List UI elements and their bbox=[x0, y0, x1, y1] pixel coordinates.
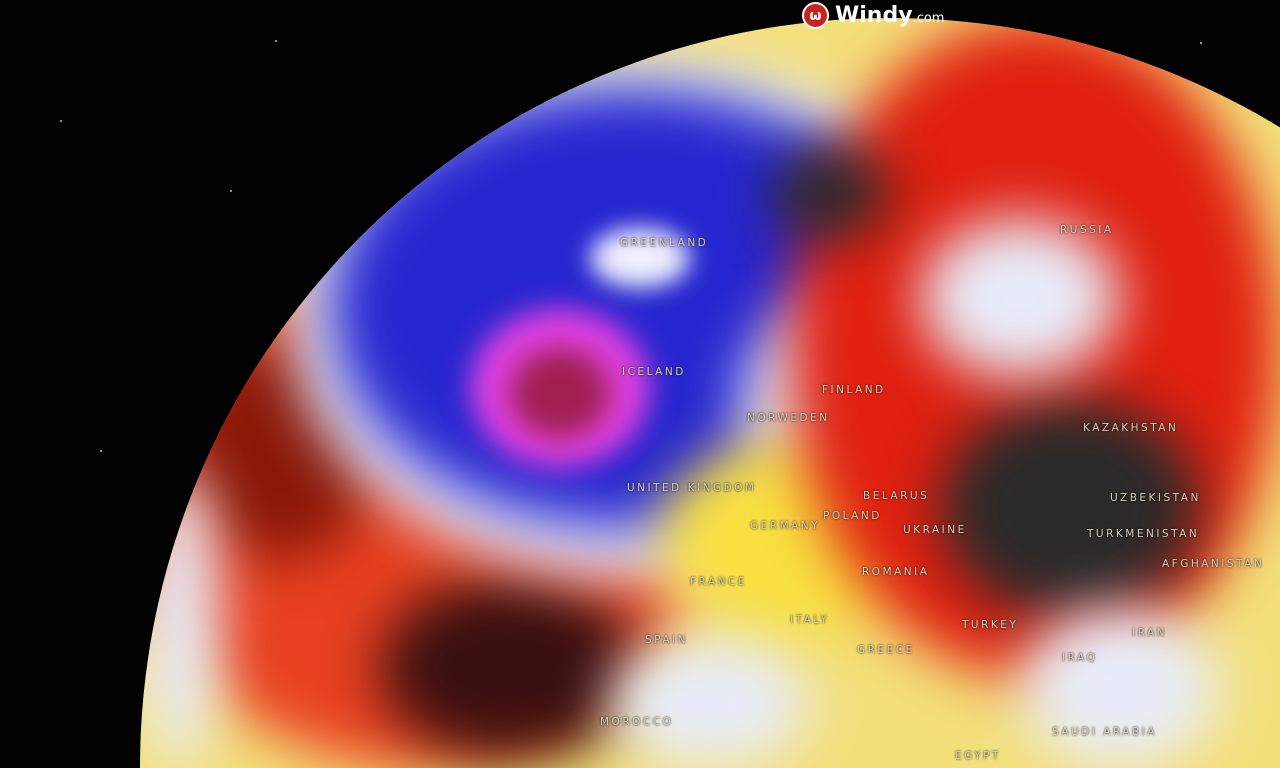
map-label: POLAND bbox=[823, 510, 882, 522]
map-label: BELARUS bbox=[863, 490, 930, 502]
windy-logo[interactable]: ω Windy.com bbox=[802, 2, 944, 29]
greenland-ice bbox=[590, 228, 690, 288]
map-label: TURKEY bbox=[962, 619, 1019, 631]
map-label: ROMANIA bbox=[862, 566, 930, 578]
weather-globe-map[interactable] bbox=[140, 18, 1280, 768]
neutral-region bbox=[920, 218, 1120, 378]
map-label: IRAN bbox=[1132, 627, 1168, 639]
very-hot-region bbox=[770, 148, 890, 238]
star bbox=[230, 190, 232, 192]
neutral-region bbox=[1020, 608, 1220, 768]
map-label: GERMANY bbox=[750, 520, 821, 532]
brand-name: Windy bbox=[835, 3, 913, 28]
star bbox=[100, 450, 102, 452]
star bbox=[275, 40, 277, 42]
map-label: UNITED KINGDOM bbox=[627, 482, 757, 494]
map-label: MOROCCO bbox=[600, 716, 674, 728]
map-label: SPAIN bbox=[645, 634, 688, 646]
map-label: KAZAKHSTAN bbox=[1083, 422, 1179, 434]
neutral-region bbox=[610, 638, 810, 768]
cyclone-core bbox=[510, 348, 610, 438]
star bbox=[60, 120, 62, 122]
map-label: FINLAND bbox=[822, 384, 886, 396]
map-label: AFGHANISTAN bbox=[1162, 558, 1265, 570]
map-label: FRANCE bbox=[690, 576, 747, 588]
map-label: UZBEKISTAN bbox=[1110, 492, 1201, 504]
map-label: RUSSIA bbox=[1060, 224, 1114, 236]
map-label: SAUDI ARABIA bbox=[1052, 726, 1157, 738]
map-label: GREENLAND bbox=[620, 237, 709, 249]
brand-suffix: .com bbox=[912, 11, 945, 26]
map-label: GREECE bbox=[857, 644, 915, 656]
map-label: NORWEDEN bbox=[747, 412, 830, 424]
map-label: ITALY bbox=[790, 614, 830, 626]
map-label: UKRAINE bbox=[903, 524, 967, 536]
hot-core bbox=[380, 578, 640, 758]
very-hot-region bbox=[940, 398, 1200, 618]
logo-text: Windy.com bbox=[835, 3, 944, 28]
map-label: IRAQ bbox=[1062, 652, 1098, 664]
map-label: ICELAND bbox=[622, 366, 686, 378]
map-label: EGYPT bbox=[955, 750, 1001, 762]
star bbox=[1200, 42, 1202, 44]
windy-logo-icon: ω bbox=[802, 2, 829, 29]
map-label: TURKMENISTAN bbox=[1087, 528, 1200, 540]
